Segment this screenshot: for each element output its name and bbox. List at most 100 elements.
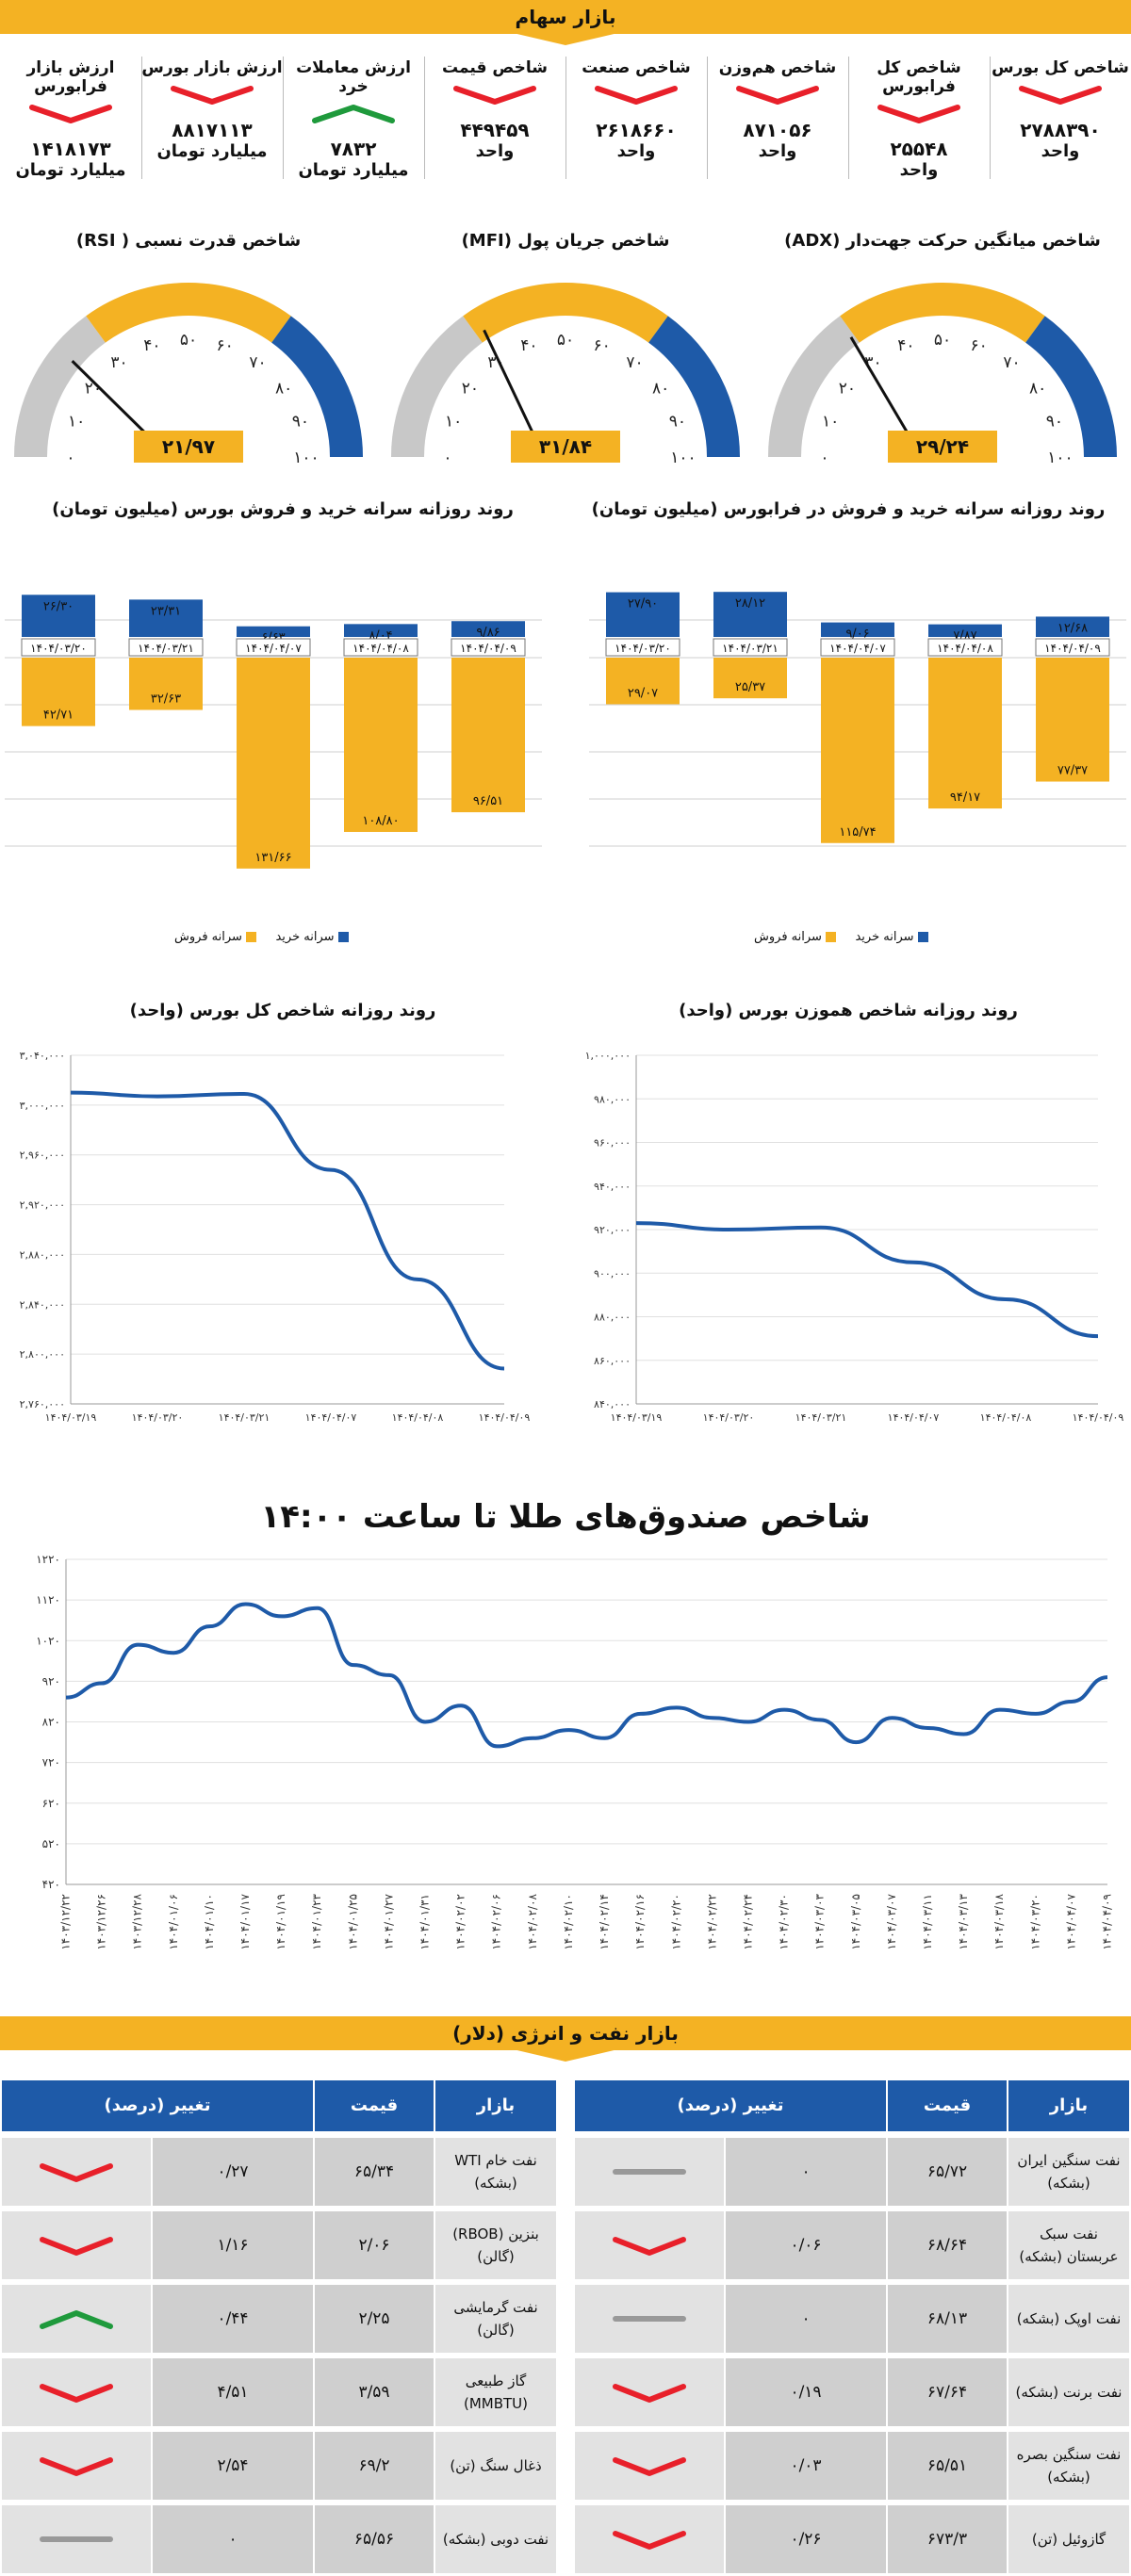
sell-bar [344, 658, 418, 832]
market-name: نفت اوپک (بشکه) [1016, 2310, 1122, 2327]
trend-cell [575, 2505, 724, 2573]
index-unit: واحد [475, 141, 515, 161]
x-tick-label: ۱۴۰۴/۰۴/۰۷ [888, 1411, 940, 1424]
gauge-band-low [391, 316, 483, 457]
down-chevron [613, 2237, 686, 2256]
index-unit: میلیارد تومان [298, 160, 409, 180]
down-trend-icon [736, 86, 819, 105]
change-value: ۰/۱۹ [790, 2383, 822, 2402]
y-tick-label: ۱۰۲۰ [36, 1634, 60, 1647]
change-cell: ۰/۲۶ [726, 2505, 886, 2573]
market-name: نفت برنت (بشکه) [1015, 2384, 1123, 2401]
index-title: شاخص کل بورس [992, 58, 1129, 77]
index-unit: واحد [758, 141, 797, 161]
x-tick-label: ۱۴۰۴/۰۴/۰۷ [305, 1411, 357, 1424]
x-tick-label: ۱۴۰۴/۰۳/۱۳ [957, 1893, 970, 1949]
gauge-band-mid [840, 283, 1045, 343]
index-title: شاخص هم‌وزن [718, 58, 837, 77]
market-name: نفت سنگین ایران (بشکه) [1017, 2152, 1121, 2192]
down-chevron [877, 105, 960, 123]
stock-market-banner [0, 0, 1131, 34]
x-tick-label: ۱۴۰۴/۰۴/۰۹ [1073, 1411, 1124, 1424]
gauge-band-high [271, 316, 363, 457]
gauge-title: شاخص میانگین حرکت جهت‌دار (ADX) [784, 231, 1101, 251]
index-card: شاخص قیمت ۴۴۹۴۵۹ واحد [424, 47, 566, 188]
index-value: ۸۷۱۰۵۶ [743, 119, 812, 141]
y-tick-label: ۲,۹۲۰,۰۰۰ [20, 1199, 65, 1212]
buy-value-label: ۹/۰۶ [845, 628, 869, 642]
gauge-tick-label: ۱۰ [822, 412, 839, 431]
down-chevron [40, 2237, 113, 2256]
index-trend [141, 83, 283, 109]
change-cell: ۱/۱۶ [153, 2211, 313, 2279]
x-tick-label: ۱۴۰۴/۰۳/۱۹ [611, 1411, 663, 1424]
price-cell: ۶۹/۲ [315, 2432, 434, 2500]
x-tick-label: ۱۴۰۴/۰۲/۱۴ [598, 1894, 611, 1950]
index-value: ۴۴۹۴۵۹ [460, 119, 530, 141]
y-tick-label: ۲,۸۴۰,۰۰۰ [20, 1298, 65, 1311]
equal-weight-title: روند روزانه شاخص هموزن بورس (واحد) [679, 1001, 1018, 1020]
buy-bar [22, 595, 95, 637]
y-tick-label: ۲,۸۸۰,۰۰۰ [20, 1248, 65, 1261]
x-tick-label: ۱۴۰۴/۰۲/۲۲ [705, 1894, 718, 1950]
y-tick-label: ۱۲۲۰ [36, 1553, 60, 1566]
price-value: ۶۷/۶۴ [926, 2383, 968, 2402]
sell-bar [129, 658, 203, 710]
buy-bar [821, 622, 894, 637]
category-label: ۱۴۰۴/۰۴/۰۷ [245, 642, 302, 655]
sell-value-label: ۱۳۱/۶۶ [254, 851, 291, 865]
price-value: ۲/۰۶ [358, 2236, 390, 2255]
gauge-band-mid [86, 283, 291, 343]
date-box [343, 638, 418, 657]
x-tick-label: ۱۴۰۴/۰۴/۰۹ [479, 1411, 531, 1424]
category-label: ۱۴۰۴/۰۳/۲۱ [138, 642, 194, 655]
index-trend [0, 102, 141, 128]
gauge-tick-label: ۷۰ [626, 353, 643, 372]
y-tick-label: ۹۶۰,۰۰۰ [594, 1137, 631, 1149]
change-value: ۱/۱۶ [217, 2236, 249, 2255]
price-cell: ۶۵/۳۴ [315, 2138, 434, 2206]
index-card: شاخص هم‌وزن ۸۷۱۰۵۶ واحد [707, 47, 848, 188]
down-chevron [613, 2457, 686, 2476]
change-value: ۰/۲۶ [790, 2530, 822, 2549]
date-box [128, 638, 204, 657]
trend-cell [575, 2138, 724, 2206]
legend-sell: سرانه فروش [174, 930, 242, 944]
buy-bar [713, 592, 787, 637]
market-name: نفت دوبی (بشکه) [442, 2531, 549, 2548]
market-name: گازوئیل (تن) [1031, 2531, 1106, 2548]
y-tick-label: ۱۱۲۰ [36, 1593, 60, 1606]
x-tick-label: ۱۴۰۴/۰۳/۱۸ [992, 1893, 1006, 1949]
category-label: ۱۴۰۴/۰۴/۰۹ [460, 642, 516, 655]
index-title: شاخص صنعت [582, 58, 691, 77]
index-value: ۷۸۳۲ [330, 138, 377, 160]
price-cell: ۶۵/۵۱ [888, 2432, 1007, 2500]
sell-bar [237, 658, 310, 869]
y-tick-label: ۹۲۰,۰۰۰ [594, 1224, 631, 1236]
change-value: ۰ [801, 2309, 811, 2328]
change-value: ۰/۰۳ [790, 2456, 822, 2475]
index-trend [283, 102, 424, 128]
price-cell: ۶۷۳/۳ [888, 2505, 1007, 2573]
gauge-value-box [511, 431, 620, 463]
x-tick-label: ۱۴۰۴/۰۲/۲۴ [741, 1894, 754, 1950]
otc-per-capita-title: روند روزانه سرانه خرید و فروش در فرابورس… [591, 499, 1106, 519]
buy-value-label: ۲۷/۹۰ [628, 597, 658, 611]
index-card: ارزش بازار فرابورس ۱۴۱۸۱۷۳ میلیارد تومان [0, 47, 141, 188]
trend-cell [2, 2138, 151, 2206]
down-chevron [613, 2531, 686, 2550]
sell-bar [606, 658, 680, 705]
change-cell: ۰/۱۹ [726, 2358, 886, 2426]
bourse-per-capita-title: روند روزانه سرانه خرید و فروش بورس (میلی… [52, 499, 514, 519]
x-tick-label: ۱۴۰۴/۰۴/۰۷ [1064, 1893, 1077, 1949]
price-value: ۳/۵۹ [358, 2383, 390, 2402]
table-row: ۰ ۶۵/۷۲ نفت سنگین ایران (بشکه) [575, 2135, 1129, 2209]
index-divider [141, 57, 142, 179]
category-label: ۱۴۰۴/۰۴/۰۸ [352, 642, 409, 655]
sell-value-label: ۱۱۵/۷۴ [839, 825, 876, 840]
index-trend [707, 83, 848, 109]
series-line [70, 1090, 505, 1371]
table-header-change: تغییر (درصد) [2, 2080, 313, 2131]
